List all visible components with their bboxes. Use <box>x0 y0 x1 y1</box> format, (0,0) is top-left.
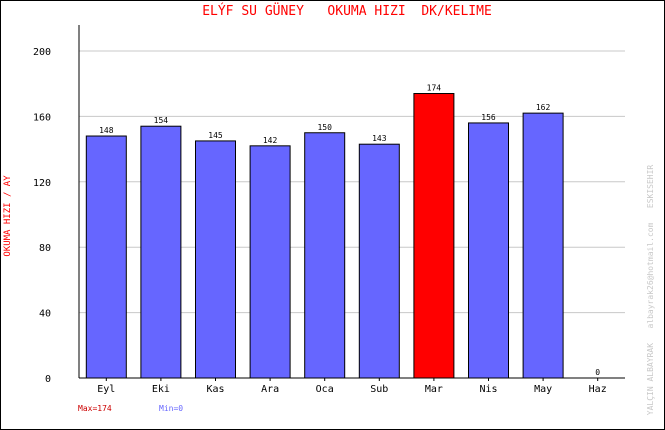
x-tick-label: Sub <box>370 384 388 395</box>
x-tick-label: Ara <box>261 384 279 395</box>
value-label: 156 <box>481 113 496 122</box>
author-credit: YALÇIN ALBAYRAK albayrak26@hotmail.com E… <box>646 165 655 416</box>
x-tick-label: Mar <box>425 384 443 395</box>
value-labels: 148 154 145 142 150 143 174 156 162 0 <box>99 84 600 377</box>
bar <box>140 125 182 379</box>
axes <box>78 25 625 381</box>
value-label: 143 <box>372 134 387 143</box>
value-label: 154 <box>154 116 169 125</box>
bar <box>358 143 400 379</box>
bar <box>304 132 346 379</box>
value-label: 174 <box>427 84 442 93</box>
chart-title: ELÝF SU GÜNEY OKUMA HIZI DK/KELIME <box>202 2 492 19</box>
bar <box>468 122 509 379</box>
y-axis-label: OKUMA HIZI / AY <box>3 175 13 257</box>
bar <box>413 93 455 379</box>
y-tick-label: 160 <box>33 112 51 123</box>
bar <box>522 112 564 379</box>
x-tick-label: May <box>534 384 552 395</box>
x-tick-label: Eyl <box>97 384 115 395</box>
x-tick-label: Haz <box>589 384 607 395</box>
y-tick-label: 0 <box>45 374 51 385</box>
x-tick-label: Oca <box>316 384 334 395</box>
bar <box>85 135 127 379</box>
y-tick-label: 200 <box>33 47 51 58</box>
bar <box>249 145 291 379</box>
value-label: 148 <box>99 126 114 135</box>
value-label: 145 <box>208 131 223 140</box>
value-label: 0 <box>595 368 600 377</box>
y-tick-label: 80 <box>39 243 51 254</box>
x-tick-label: Nis <box>479 384 497 395</box>
min-label: Min=0 <box>159 404 183 413</box>
x-tick-labels: Eyl Eki Kas Ara Oca Sub Mar Nis May Haz <box>97 384 606 395</box>
value-label: 142 <box>263 136 278 145</box>
max-label: Max=174 <box>78 404 112 413</box>
y-tick-label: 120 <box>33 178 51 189</box>
value-label: 162 <box>536 103 551 112</box>
bar <box>195 140 236 379</box>
y-tick-label: 40 <box>39 309 51 320</box>
x-tick-label: Kas <box>206 384 224 395</box>
x-tick-label: Eki <box>152 384 170 395</box>
bars <box>85 93 564 379</box>
y-tick-labels: 0 40 80 120 160 200 <box>33 47 51 385</box>
value-label: 150 <box>317 123 332 132</box>
